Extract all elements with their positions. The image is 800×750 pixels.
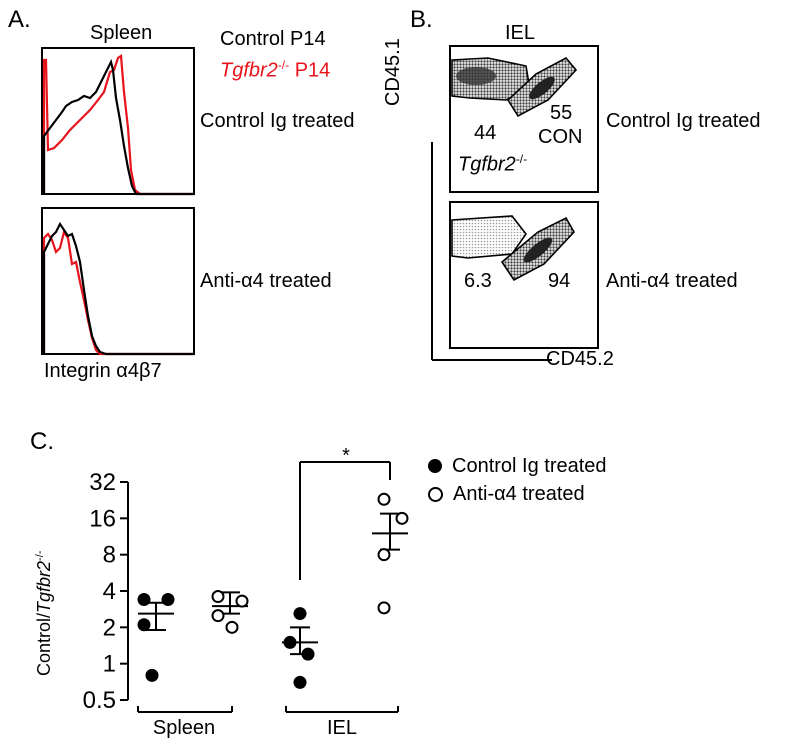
group-label: Spleen <box>153 717 215 739</box>
flow-top-con-core <box>529 76 555 100</box>
panel-a-xlabel: Integrin α4β7 <box>44 360 162 382</box>
panel-a-histograms <box>41 47 195 356</box>
flow-bottom-con-core <box>523 237 553 263</box>
y-tick-label: 0.5 <box>83 687 116 714</box>
data-point-open <box>377 492 391 506</box>
panel-c-legend: Control Ig treated Anti-α4 treated <box>428 452 607 508</box>
group-label: IEL <box>327 717 357 739</box>
y-tick-label: 32 <box>89 469 116 496</box>
data-point-filled <box>137 618 151 632</box>
filled-circle-icon <box>428 459 442 473</box>
panel-b-row1-label: Control Ig treated <box>606 110 761 132</box>
data-point-open <box>395 511 409 525</box>
panel-c-letter: C. <box>30 428 54 455</box>
significance-star: * <box>342 445 350 467</box>
data-point-open <box>211 590 225 604</box>
flow-bottom-ko-pct: 6.3 <box>464 270 492 292</box>
legend-ko-sup: -/- <box>277 58 290 72</box>
flow-top-ko-label: Tgfbr2-/- <box>458 152 527 177</box>
histogram-top-red <box>42 54 194 196</box>
data-point-filled <box>145 668 159 682</box>
legend-ko-gene: Tgfbr2 <box>220 59 278 82</box>
data-point-open <box>377 601 391 615</box>
y-tick-label: 8 <box>103 542 116 569</box>
legend-item-control-ig: Control Ig treated <box>428 452 607 480</box>
data-point-filled <box>293 675 307 689</box>
legend-control-p14: Control P14 <box>220 28 326 50</box>
flow-top-ko-core <box>456 67 496 85</box>
panel-a-row2-label: Anti-α4 treated <box>200 270 332 292</box>
data-point-open <box>225 620 239 634</box>
data-point-filled <box>283 635 297 649</box>
panel-a-title: Spleen <box>90 22 153 44</box>
data-point-filled <box>301 647 315 661</box>
panel-b-xlabel: CD45.2 <box>546 348 614 370</box>
panel-b-flow-plots <box>431 45 599 361</box>
open-circle-icon <box>428 486 443 502</box>
data-point-open <box>377 548 391 562</box>
legend-ko-suffix: P14 <box>289 59 331 82</box>
flow-top-con-pct: 55 <box>550 102 573 124</box>
panel-b-title: IEL <box>505 22 536 44</box>
y-tick-label: 2 <box>103 614 116 641</box>
flow-bottom-con-pct: 94 <box>548 270 571 292</box>
data-point-filled <box>293 607 307 621</box>
flow-top-ko-pct: 44 <box>474 122 497 144</box>
y-tick-label: 1 <box>103 651 116 678</box>
flow-top-con-label: CON <box>538 126 583 148</box>
panel-a-letter: A. <box>8 6 31 33</box>
panel-a-row1-label: Control Ig treated <box>200 110 355 132</box>
legend-label-anti-a4: Anti-α4 treated <box>453 482 585 505</box>
legend-label-control-ig: Control Ig treated <box>452 454 607 477</box>
legend-ko-p14: Tgfbr2-/- P14 <box>220 58 330 83</box>
panel-b-letter: B. <box>410 6 433 33</box>
data-point-filled <box>137 593 151 607</box>
data-point-open <box>211 609 225 623</box>
legend-item-anti-a4: Anti-α4 treated <box>428 480 607 508</box>
data-point-filled <box>161 593 175 607</box>
panel-b-row2-label: Anti-α4 treated <box>606 270 738 292</box>
histogram-bottom-black <box>42 221 194 356</box>
histogram-top-frame <box>41 47 195 195</box>
data-point-open <box>235 594 249 608</box>
flow-top-ko-gene: Tgfbr2 <box>458 153 516 176</box>
flow-top-ko-sup: -/- <box>515 152 528 166</box>
histogram-top-black <box>42 58 194 196</box>
y-tick-label: 4 <box>103 578 116 605</box>
y-tick-label: 16 <box>89 505 116 532</box>
